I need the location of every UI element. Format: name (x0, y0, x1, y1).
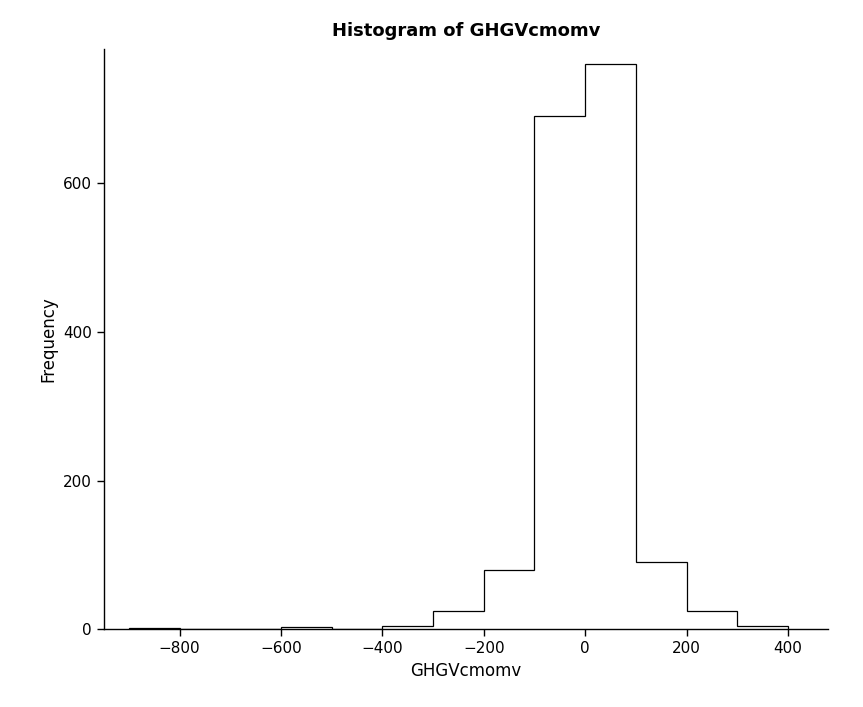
X-axis label: GHGVcmomv: GHGVcmomv (411, 662, 521, 679)
Y-axis label: Frequency: Frequency (39, 296, 57, 382)
Title: Histogram of GHGVcmomv: Histogram of GHGVcmomv (332, 22, 600, 40)
